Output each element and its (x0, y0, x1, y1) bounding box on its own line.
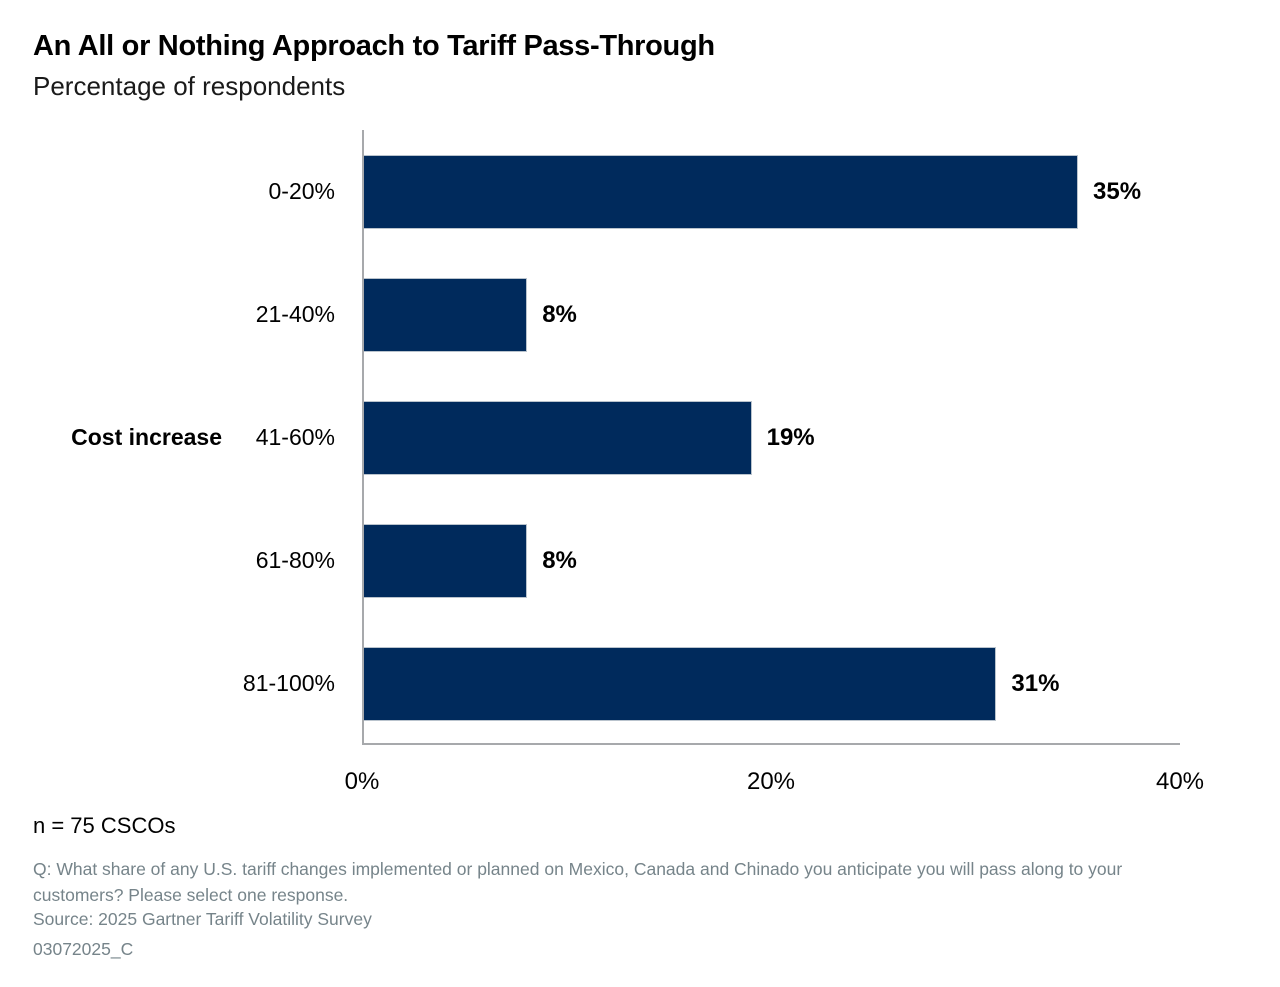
x-axis-tick: 0% (344, 768, 380, 795)
category-labels: 0-20% 21-40% 41-60% 61-80% 81-100% (0, 130, 335, 745)
category-label: 41-60% (255, 424, 335, 450)
bar-row: 8% (364, 499, 1180, 622)
bar (364, 523, 528, 598)
x-axis-tick: 20% (746, 768, 796, 795)
category-label: 0-20% (268, 178, 335, 204)
bar-row: 31% (364, 622, 1180, 745)
bar (364, 154, 1078, 229)
value-label: 8% (542, 546, 577, 574)
x-axis-tick: 40% (1155, 768, 1205, 795)
value-label: 31% (1011, 669, 1060, 697)
bar-row: 35% (364, 130, 1180, 253)
bar-row: 8% (364, 253, 1180, 376)
category-label: 81-100% (242, 670, 335, 696)
x-axis: 0% 20% 40% (345, 768, 1204, 798)
value-label: 35% (1093, 177, 1142, 205)
category-label: 21-40% (255, 301, 335, 327)
category-label: 61-80% (255, 547, 335, 573)
footer-source: Source: 2025 Gartner Tariff Volatility S… (33, 909, 372, 929)
bar (364, 277, 528, 352)
bar-row: 19% (364, 376, 1180, 499)
footer-question: Q: What share of any U.S. tariff changes… (33, 859, 1123, 906)
bar (364, 646, 997, 721)
bar (364, 400, 752, 475)
y-axis-title: Cost increase (71, 424, 222, 451)
plot-area: 35% 8% 19% 8% 31% (362, 130, 1180, 745)
value-label: 8% (542, 300, 577, 328)
chart-title: An All or Nothing Approach to Tariff Pas… (33, 30, 715, 62)
footer-doc-id: 03072025_C (33, 939, 134, 959)
chart-subtitle: Percentage of respondents (33, 71, 346, 101)
value-label: 19% (766, 423, 815, 451)
footer-sample-size: n = 75 CSCOs (33, 813, 176, 838)
